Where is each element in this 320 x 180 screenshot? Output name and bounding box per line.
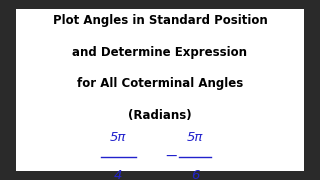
Text: and Determine Expression: and Determine Expression — [73, 46, 247, 59]
Text: Plot Angles in Standard Position: Plot Angles in Standard Position — [52, 14, 268, 27]
Text: 6: 6 — [191, 169, 199, 180]
Text: 4: 4 — [114, 169, 123, 180]
Text: 5π: 5π — [187, 131, 204, 144]
Text: 5π: 5π — [110, 131, 127, 144]
Text: −: − — [164, 149, 178, 164]
FancyBboxPatch shape — [16, 9, 304, 171]
Text: (Radians): (Radians) — [128, 109, 192, 122]
Text: for All Coterminal Angles: for All Coterminal Angles — [77, 77, 243, 90]
